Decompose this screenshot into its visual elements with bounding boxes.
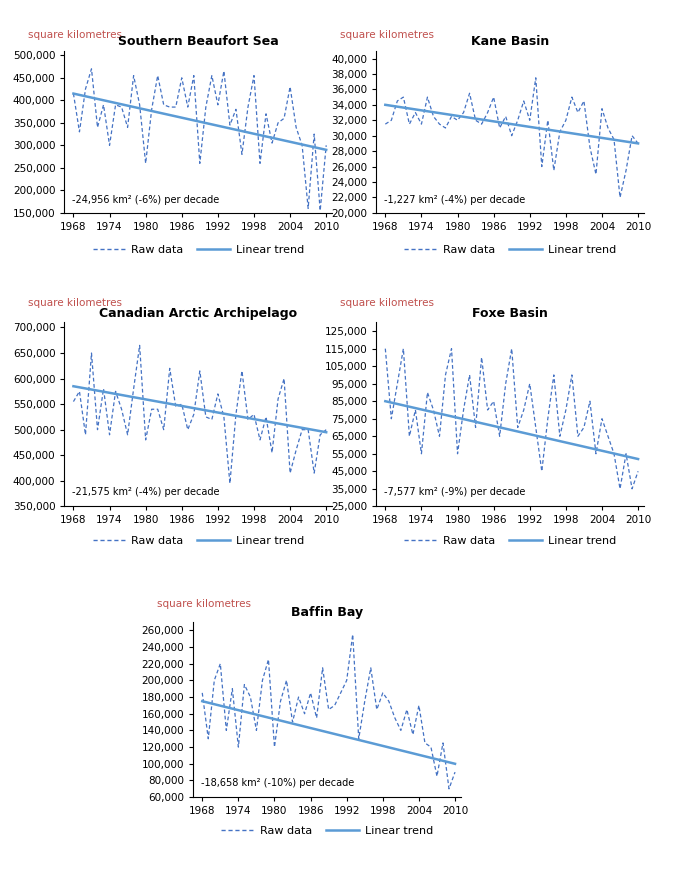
Text: square kilometres: square kilometres bbox=[28, 30, 122, 39]
Title: Canadian Arctic Archipelago: Canadian Arctic Archipelago bbox=[99, 307, 298, 320]
Text: square kilometres: square kilometres bbox=[340, 299, 434, 308]
Title: Kane Basin: Kane Basin bbox=[471, 35, 549, 48]
Text: -18,658 km² (-10%) per decade: -18,658 km² (-10%) per decade bbox=[201, 779, 355, 788]
Title: Foxe Basin: Foxe Basin bbox=[473, 307, 548, 320]
Text: -1,227 km² (-4%) per decade: -1,227 km² (-4%) per decade bbox=[384, 194, 525, 205]
Legend: Raw data, Linear trend: Raw data, Linear trend bbox=[400, 532, 620, 550]
Title: Baffin Bay: Baffin Bay bbox=[291, 606, 363, 619]
Legend: Raw data, Linear trend: Raw data, Linear trend bbox=[400, 240, 620, 259]
Text: -7,577 km² (-9%) per decade: -7,577 km² (-9%) per decade bbox=[384, 487, 525, 498]
Legend: Raw data, Linear trend: Raw data, Linear trend bbox=[217, 822, 437, 841]
Text: square kilometres: square kilometres bbox=[28, 299, 122, 308]
Title: Southern Beaufort Sea: Southern Beaufort Sea bbox=[118, 35, 279, 48]
Legend: Raw data, Linear trend: Raw data, Linear trend bbox=[88, 240, 308, 259]
Legend: Raw data, Linear trend: Raw data, Linear trend bbox=[88, 532, 308, 550]
Text: -21,575 km² (-4%) per decade: -21,575 km² (-4%) per decade bbox=[73, 487, 220, 498]
Text: square kilometres: square kilometres bbox=[157, 599, 251, 609]
Text: square kilometres: square kilometres bbox=[340, 30, 434, 39]
Text: -24,956 km² (-6%) per decade: -24,956 km² (-6%) per decade bbox=[73, 194, 220, 205]
